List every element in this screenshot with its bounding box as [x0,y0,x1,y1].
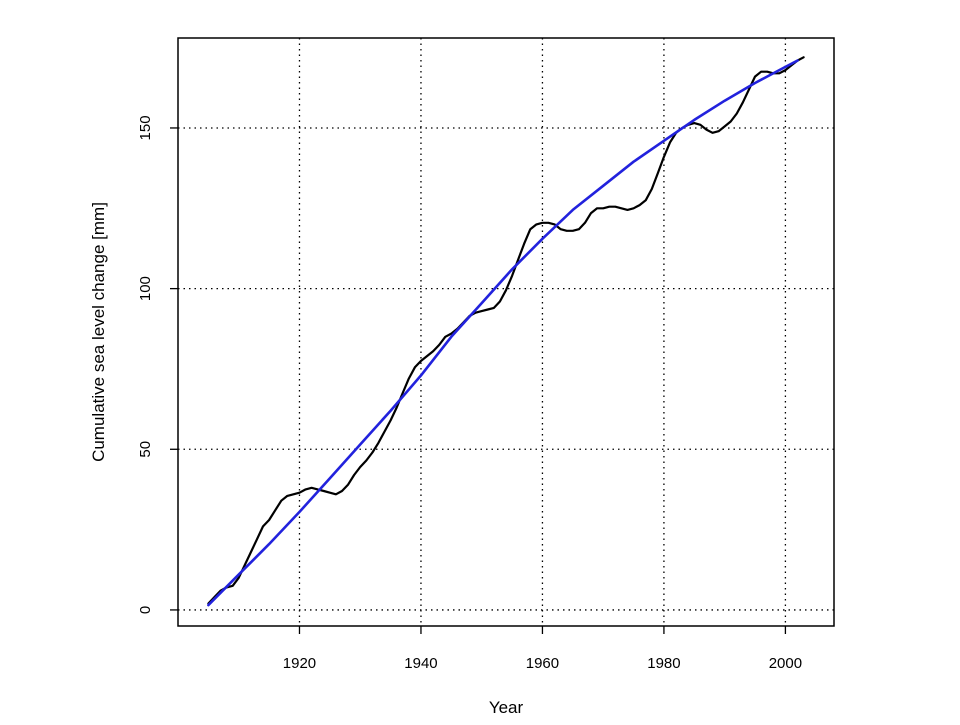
y-tick-label: 50 [137,441,154,458]
series-layer [207,56,805,607]
y-tick-label: 0 [137,606,154,614]
x-tick-label: 2000 [769,655,802,672]
fitted-series-line [207,59,799,607]
y-tick-label: 150 [137,115,154,140]
x-tick-label: 1940 [404,655,437,672]
x-tick-label: 1980 [647,655,680,672]
y-tick-label: 100 [137,276,154,301]
y-axis-label: Cumulative sea level change [mm] [89,202,108,462]
observed-series-line [207,56,805,605]
ticks-layer: 1920 1940 1960 1980 2000 0 50 100 150 [137,115,802,672]
grid-layer [178,38,834,626]
plot-frame [177,37,835,627]
x-tick-label: 1960 [526,655,559,672]
x-tick-label: 1920 [283,655,316,672]
x-axis-label: Year [489,698,524,717]
